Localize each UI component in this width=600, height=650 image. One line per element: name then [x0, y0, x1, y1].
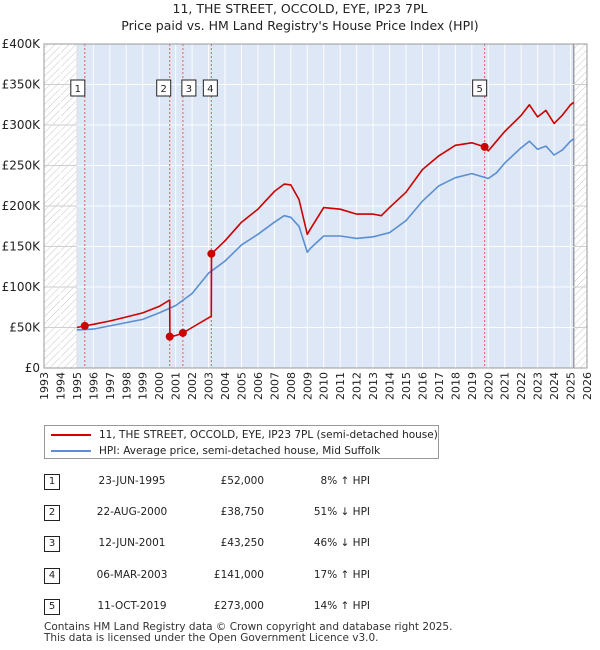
legend-item-property: 11, THE STREET, OCCOLD, EYE, IP23 7PL (s… — [51, 427, 438, 443]
x-tick-label: 2002 — [186, 372, 199, 400]
sale-date: 22-AUG-2000 — [96, 506, 168, 518]
footer-license: This data is licensed under the Open Gov… — [44, 632, 379, 644]
x-tick-label: 2011 — [334, 372, 347, 400]
x-tick-label: 1994 — [54, 372, 67, 400]
x-tick-label: 2007 — [268, 372, 281, 400]
sale-number-badge: 1 — [44, 474, 60, 490]
x-tick-label: 2020 — [482, 372, 495, 400]
chart-title: 11, THE STREET, OCCOLD, EYE, IP23 7PL — [172, 1, 428, 16]
sale-date: 11-OCT-2019 — [97, 600, 167, 612]
sale-label-box-5 — [472, 79, 488, 97]
y-tick-label: £200K — [2, 199, 42, 213]
x-tick-label: 2022 — [515, 372, 528, 400]
sale-label-text-2: 2 — [161, 84, 167, 95]
sale-hpi-diff: 17% ↑ HPI — [313, 569, 370, 581]
sale-label-box-3 — [181, 79, 197, 97]
x-tick-label: 2019 — [466, 372, 479, 400]
x-tick-label: 2012 — [351, 372, 364, 400]
y-tick-label: £100K — [2, 280, 42, 294]
series-line-property — [76, 101, 575, 338]
chart-subtitle: Price paid vs. HM Land Registry's House … — [121, 18, 479, 33]
sale-point-2 — [165, 332, 174, 341]
legend-label-property: 11, THE STREET, OCCOLD, EYE, IP23 7PL (s… — [99, 429, 438, 441]
y-tick-label: £0 — [25, 361, 40, 375]
sale-hpi-diff: 46% ↓ HPI — [313, 537, 370, 549]
sale-label-text-5: 5 — [476, 84, 482, 95]
sale-date: 12-JUN-2001 — [98, 537, 166, 549]
x-tick-label: 2006 — [252, 372, 265, 400]
x-tick-label: 2008 — [285, 372, 298, 400]
x-tick-label: 2017 — [433, 372, 446, 400]
sale-label-box-2 — [156, 79, 172, 97]
x-tick-label: 2016 — [416, 372, 429, 400]
sale-price: £38,750 — [220, 506, 264, 518]
sale-label-text-1: 1 — [75, 84, 81, 95]
x-tick-label: 2001 — [170, 372, 183, 400]
x-tick-label: 2000 — [153, 372, 166, 400]
x-tick-label: 1998 — [120, 372, 133, 400]
sale-number-badge: 4 — [44, 568, 60, 584]
y-tick-label: £300K — [2, 118, 42, 132]
sale-point-1 — [80, 321, 89, 330]
sale-label-box-1 — [70, 79, 86, 97]
x-tick-label: 2010 — [318, 372, 331, 400]
sale-price: £52,000 — [220, 475, 264, 487]
table-row: 2 22-AUG-2000 £38,750 51% ↓ HPI — [44, 503, 404, 523]
x-tick-label: 2024 — [548, 372, 561, 400]
x-tick-label: 2005 — [235, 372, 248, 400]
sale-number-badge: 5 — [44, 599, 60, 615]
x-tick-label: 2023 — [532, 372, 545, 400]
x-tick-label: 2021 — [499, 372, 512, 400]
y-tick-label: £150K — [2, 240, 42, 254]
legend-swatch-hpi — [51, 450, 91, 452]
sale-label-box-4 — [202, 79, 218, 97]
sale-price: £43,250 — [220, 537, 264, 549]
x-tick-label: 2004 — [219, 372, 232, 400]
plot-frame — [43, 43, 588, 369]
sale-hpi-diff: 14% ↑ HPI — [313, 600, 370, 612]
legend-swatch-property — [51, 434, 91, 436]
x-tick-label: 2018 — [449, 372, 462, 400]
x-tick-label: 1996 — [87, 372, 100, 400]
legend-label-hpi: HPI: Average price, semi-detached house,… — [99, 445, 381, 457]
sale-point-3 — [178, 328, 187, 337]
legend-item-hpi: HPI: Average price, semi-detached house,… — [51, 443, 380, 459]
sale-price: £141,000 — [213, 569, 264, 581]
sale-point-4 — [207, 249, 216, 258]
x-tick-label: 2025 — [565, 372, 578, 400]
sale-point-5 — [480, 142, 489, 151]
y-tick-label: £350K — [2, 78, 42, 92]
sale-hpi-diff: 8% ↑ HPI — [320, 475, 370, 487]
sale-hpi-diff: 51% ↓ HPI — [313, 506, 370, 518]
y-tick-label: £50K — [9, 321, 41, 335]
y-tick-label: £400K — [2, 37, 42, 51]
series-line-hpi — [76, 138, 575, 331]
table-row: 5 11-OCT-2019 £273,000 14% ↑ HPI — [44, 597, 404, 617]
x-tick-label: 1997 — [104, 372, 117, 400]
sale-price: £273,000 — [213, 600, 264, 612]
table-row: 3 12-JUN-2001 £43,250 46% ↓ HPI — [44, 534, 404, 554]
sale-label-text-3: 3 — [186, 84, 192, 95]
sale-label-text-4: 4 — [207, 84, 213, 95]
x-tick-label: 2015 — [400, 372, 413, 400]
x-tick-label: 2013 — [367, 372, 380, 400]
sale-date: 06-MAR-2003 — [96, 569, 168, 581]
legend: 11, THE STREET, OCCOLD, EYE, IP23 7PL (s… — [44, 425, 439, 459]
table-row: 4 06-MAR-2003 £141,000 17% ↑ HPI — [44, 566, 404, 586]
footer-copyright: Contains HM Land Registry data © Crown c… — [44, 621, 453, 633]
x-tick-label: 1993 — [38, 372, 51, 400]
sale-number-badge: 2 — [44, 505, 60, 521]
x-tick-label: 1995 — [71, 372, 84, 400]
x-tick-label: 2026 — [581, 372, 594, 400]
footer: Contains HM Land Registry data © Crown c… — [44, 622, 452, 644]
y-tick-label: £250K — [2, 159, 42, 173]
price-chart: £0 £50K £100K £150K £200K £250K £300K £350K £400… — [2, 37, 594, 400]
x-tick-label: 1999 — [137, 372, 150, 400]
sale-number-badge: 3 — [44, 536, 60, 552]
x-tick-label: 2009 — [301, 372, 314, 400]
x-tick-label: 2014 — [384, 372, 397, 400]
sale-date: 23-JUN-1995 — [98, 475, 166, 487]
x-tick-label: 2003 — [203, 372, 216, 400]
table-row: 1 23-JUN-1995 £52,000 8% ↑ HPI — [44, 472, 404, 492]
